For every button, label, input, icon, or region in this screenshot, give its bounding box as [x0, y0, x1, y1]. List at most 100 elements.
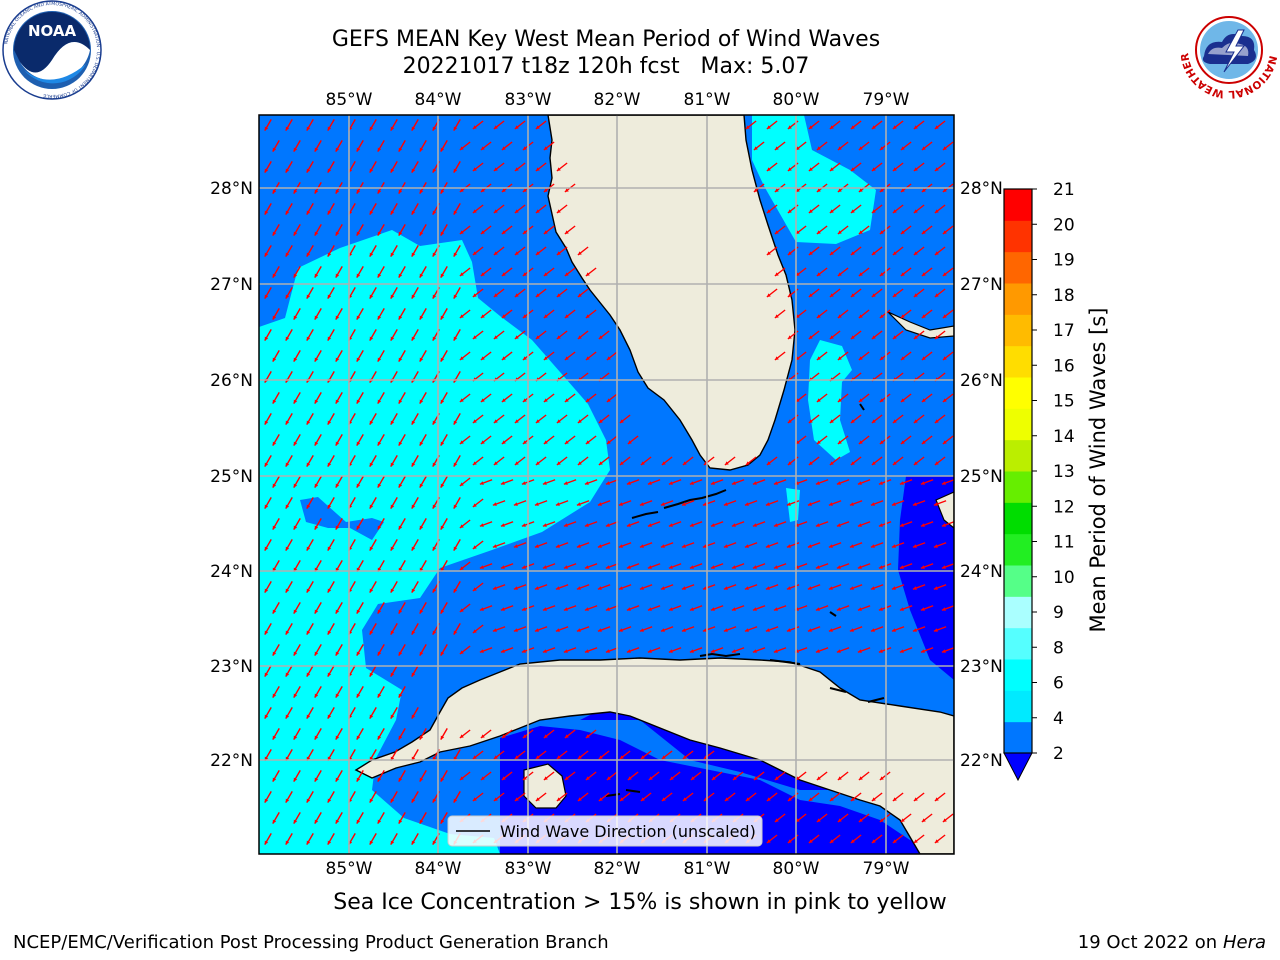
wind-wave-arrow	[660, 542, 674, 548]
wind-wave-arrow	[563, 563, 577, 569]
wind-wave-arrow	[577, 330, 589, 340]
wind-wave-arrow	[398, 350, 406, 362]
wind-wave-arrow	[564, 309, 576, 319]
wind-wave-arrow	[584, 479, 598, 485]
wind-wave-arrow	[619, 792, 631, 802]
wind-wave-arrow	[535, 792, 547, 802]
wind-wave-arrow	[314, 434, 322, 446]
wind-wave-arrow	[576, 626, 590, 632]
wind-wave-arrow	[453, 455, 461, 467]
wind-wave-arrow	[369, 581, 377, 593]
wind-wave-arrow	[293, 308, 301, 320]
wind-wave-arrow	[795, 435, 807, 445]
wind-wave-arrow	[605, 647, 619, 653]
wind-wave-arrow	[327, 539, 335, 551]
wind-wave-arrow	[878, 521, 892, 527]
wind-wave-arrow	[306, 497, 314, 509]
wind-wave-arrow	[711, 771, 723, 781]
wind-wave-arrow	[369, 707, 377, 719]
wind-wave-arrow	[765, 542, 779, 548]
wind-wave-arrow	[440, 224, 448, 236]
wind-wave-arrow	[377, 770, 385, 782]
wind-wave-arrow	[829, 330, 841, 340]
colorbar-segment	[1004, 408, 1032, 441]
wind-wave-arrow	[627, 435, 639, 445]
wind-wave-arrow	[534, 626, 548, 632]
wind-wave-arrow	[440, 266, 448, 278]
wind-wave-arrow	[892, 792, 904, 802]
wind-wave-arrow	[745, 792, 757, 802]
wind-wave-arrow	[710, 605, 724, 611]
wind-wave-arrow	[377, 434, 385, 446]
wind-wave-arrow	[879, 225, 891, 235]
wind-wave-arrow	[264, 413, 272, 425]
wind-wave-arrow	[293, 350, 301, 362]
wind-wave-arrow	[369, 791, 377, 803]
colorbar-segment	[1004, 189, 1032, 221]
wind-wave-arrow	[500, 563, 514, 569]
wind-wave-arrow	[849, 584, 863, 590]
wind-wave-arrow	[411, 539, 419, 551]
wind-wave-arrow	[411, 245, 419, 257]
longitude-labels-top: 85°W 84°W 83°W 82°W 81°W 80°W 79°W	[326, 90, 910, 110]
wind-wave-arrow	[398, 266, 406, 278]
wind-wave-arrow	[459, 477, 471, 487]
wind-wave-arrow	[335, 518, 343, 530]
wind-wave-arrow	[878, 563, 892, 569]
colorbar-segment	[1004, 220, 1032, 253]
wind-wave-arrow	[459, 309, 471, 319]
wind-wave-arrow	[377, 812, 385, 824]
wind-wave-arrow	[850, 162, 862, 172]
wind-wave-arrow	[493, 246, 505, 256]
wind-wave-arrow	[837, 393, 849, 403]
wind-wave-arrow	[285, 413, 293, 425]
wind-wave-arrow	[900, 141, 912, 151]
wind-wave-arrow	[411, 581, 419, 593]
wind-wave-arrow	[753, 771, 765, 781]
wind-wave-arrow	[816, 813, 828, 823]
latitude-label-left: 24°N	[210, 562, 253, 582]
wind-wave-arrow	[335, 350, 343, 362]
wind-wave-arrow	[731, 605, 745, 611]
wind-wave-arrow	[411, 119, 419, 131]
wind-wave-arrow	[390, 287, 398, 299]
wind-wave-arrow	[377, 350, 385, 362]
wind-wave-arrow	[850, 204, 862, 214]
wind-wave-arrow	[564, 771, 576, 781]
wind-wave-arrow	[829, 792, 841, 802]
wind-wave-arrow	[920, 605, 934, 611]
wind-wave-arrow	[900, 393, 912, 403]
wind-wave-arrow	[440, 350, 448, 362]
wind-wave-arrow	[584, 521, 598, 527]
wind-wave-arrow	[606, 771, 618, 781]
wind-wave-arrow	[327, 245, 335, 257]
wind-wave-arrow	[585, 351, 597, 361]
wind-wave-arrow	[493, 330, 505, 340]
colorbar-segment	[1004, 502, 1032, 535]
wind-wave-arrow	[453, 287, 461, 299]
wind-wave-arrow	[934, 120, 946, 130]
wind-wave-arrow	[398, 686, 406, 698]
wind-wave-arrow	[492, 584, 506, 590]
wind-wave-arrow	[411, 329, 419, 341]
wind-wave-arrow	[744, 500, 758, 506]
wind-wave-arrow	[766, 834, 778, 844]
wind-wave-arrow	[285, 623, 293, 635]
wind-wave-arrow	[837, 309, 849, 319]
wind-wave-arrow	[272, 266, 280, 278]
wind-wave-arrow	[459, 141, 471, 151]
wind-wave-arrow	[535, 246, 547, 256]
wind-wave-arrow	[264, 665, 272, 677]
wind-wave-arrow	[597, 542, 611, 548]
wind-wave-arrow	[702, 500, 716, 506]
wind-wave-arrow	[285, 203, 293, 215]
wind-wave-arrow	[913, 204, 925, 214]
wind-wave-arrow	[942, 267, 954, 277]
wind-wave-arrow	[837, 435, 849, 445]
wind-wave-arrow	[934, 288, 946, 298]
wind-wave-arrow	[871, 330, 883, 340]
colorbar-tick-label: 4	[1053, 709, 1064, 729]
wind-wave-arrow	[837, 813, 849, 823]
wind-wave-arrow	[556, 288, 568, 298]
wind-wave-arrow	[564, 393, 576, 403]
